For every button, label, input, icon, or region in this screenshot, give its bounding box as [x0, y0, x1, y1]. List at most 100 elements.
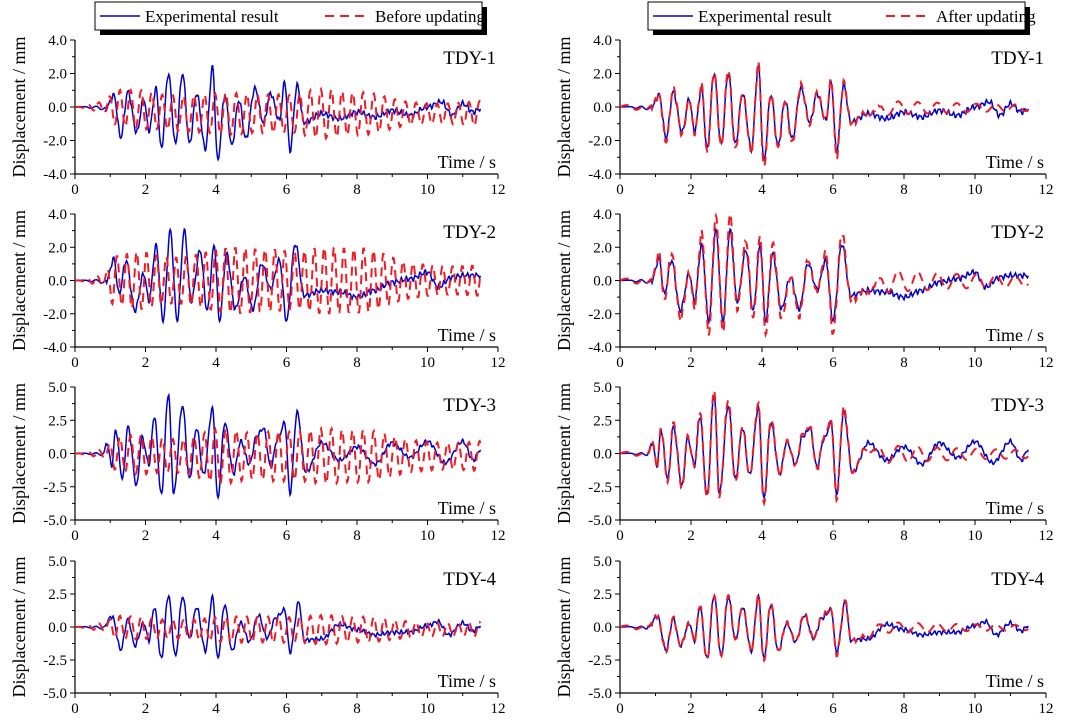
y-tick-label: -4.0 — [588, 167, 612, 183]
y-tick-label: 0.0 — [593, 274, 612, 290]
series-experimental-result — [620, 593, 1029, 660]
legend: Experimental result Before updating — [94, 1, 487, 35]
panel-tdy-2: 4.0 2.0 0.0 -2.0 -4.00 2 4 6 8 10 12 Displacement /… — [554, 207, 1054, 371]
legend-frame — [94, 1, 483, 31]
x-tick-label: 4 — [212, 182, 220, 198]
legend-label-model: After updating — [936, 7, 1036, 26]
x-tick-label: 12 — [491, 528, 506, 544]
x-tick-label: 0 — [71, 355, 79, 371]
y-tick-label: -5.0 — [43, 513, 67, 529]
y-tick-label: 2.0 — [593, 240, 612, 256]
series-before-updating — [75, 86, 482, 141]
x-axis-label: Time / s — [438, 325, 496, 345]
x-axis-label: Time / s — [986, 325, 1044, 345]
x-tick-label: 8 — [900, 528, 908, 544]
x-tick-label: 2 — [142, 528, 150, 544]
y-tick-label: 5.0 — [48, 380, 67, 396]
panel-title: TDY-2 — [443, 222, 496, 243]
y-axis-label: Displacement / mm — [9, 557, 29, 698]
x-tick-label: 4 — [758, 701, 766, 717]
panel-tdy-2: 4.0 2.0 0.0 -2.0 -4.00 2 4 6 8 10 12 Displacement /… — [9, 207, 506, 371]
x-tick-label: 8 — [900, 701, 908, 717]
x-tick-label: 12 — [1039, 182, 1054, 198]
x-tick-label: 8 — [900, 182, 908, 198]
panel-tdy-1: 4.0 2.0 0.0 -2.0 -4.00 2 4 6 8 10 12 Displacement /… — [554, 33, 1054, 198]
x-tick-label: 10 — [968, 355, 983, 371]
y-tick-label: -2.5 — [588, 480, 612, 496]
y-tick-label: -2.5 — [588, 653, 612, 669]
y-tick-label: -5.0 — [43, 686, 67, 702]
x-tick-label: 4 — [758, 355, 766, 371]
y-axis-label: Displacement / mm — [554, 557, 574, 698]
y-tick-label: 5.0 — [48, 554, 67, 570]
y-tick-label: -2.5 — [43, 653, 67, 669]
y-tick-label: 4.0 — [48, 207, 67, 223]
x-axis-label: Time / s — [438, 152, 496, 172]
x-tick-label: 10 — [420, 355, 435, 371]
x-tick-label: 4 — [212, 355, 220, 371]
y-tick-label: 2.0 — [48, 67, 67, 83]
panel-title: TDY-2 — [991, 222, 1044, 243]
x-tick-label: 2 — [142, 701, 150, 717]
x-tick-label: 10 — [420, 182, 435, 198]
x-tick-label: 4 — [758, 528, 766, 544]
x-tick-label: 0 — [71, 701, 79, 717]
x-tick-label: 0 — [616, 701, 624, 717]
x-tick-label: 6 — [829, 528, 837, 544]
x-tick-label: 4 — [212, 528, 220, 544]
x-axis-label: Time / s — [438, 498, 496, 518]
y-tick-label: 0.0 — [48, 274, 67, 290]
y-tick-label: 0.0 — [593, 620, 612, 636]
y-tick-label: 5.0 — [593, 554, 612, 570]
x-tick-label: 10 — [968, 528, 983, 544]
y-axis-label: Displacement / mm — [9, 210, 29, 351]
x-tick-label: 0 — [616, 528, 624, 544]
x-axis-label: Time / s — [986, 498, 1044, 518]
y-axis-label: Displacement / mm — [9, 37, 29, 178]
legend: Experimental result After updating — [647, 1, 1036, 35]
chart-column-right: Experimental result After updating 4.0 2.0 0… — [554, 1, 1054, 717]
y-tick-label: 2.5 — [48, 413, 67, 429]
x-tick-label: 2 — [687, 182, 695, 198]
x-tick-label: 6 — [283, 528, 291, 544]
y-tick-label: -5.0 — [588, 686, 612, 702]
series-before-updating — [75, 246, 482, 315]
x-tick-label: 8 — [900, 355, 908, 371]
panel-tdy-4: 5.0 2.5 0.0 -2.5 -5.00 2 4 6 8 10 12 Displacement /… — [554, 554, 1054, 717]
y-tick-label: -4.0 — [43, 340, 67, 356]
y-axis-label: Displacement / mm — [554, 37, 574, 178]
legend-label-experimental: Experimental result — [145, 7, 279, 26]
x-tick-label: 8 — [353, 701, 361, 717]
y-tick-label: 4.0 — [593, 207, 612, 223]
x-axis-label: Time / s — [986, 671, 1044, 691]
y-tick-label: 0.0 — [48, 100, 67, 116]
x-tick-label: 10 — [420, 528, 435, 544]
x-tick-label: 2 — [687, 528, 695, 544]
y-tick-label: -5.0 — [588, 513, 612, 529]
y-tick-label: 2.0 — [48, 240, 67, 256]
legend-label-experimental: Experimental result — [698, 7, 832, 26]
y-tick-label: 0.0 — [48, 447, 67, 463]
series-after-updating — [619, 212, 1029, 339]
x-tick-label: 6 — [283, 182, 291, 198]
x-tick-label: 10 — [420, 701, 435, 717]
panel-title: TDY-3 — [991, 395, 1044, 416]
x-axis-label: Time / s — [438, 671, 496, 691]
panel-title: TDY-4 — [443, 569, 496, 590]
x-tick-label: 8 — [353, 182, 361, 198]
y-tick-label: 4.0 — [48, 33, 67, 49]
y-axis-label: Displacement / mm — [9, 383, 29, 524]
x-tick-label: 6 — [829, 182, 837, 198]
y-tick-label: 2.0 — [593, 67, 612, 83]
panel-title: TDY-1 — [443, 48, 496, 69]
y-tick-label: 0.0 — [593, 100, 612, 116]
x-tick-label: 4 — [758, 182, 766, 198]
series-experimental-result — [620, 227, 1029, 325]
series-after-updating — [619, 61, 1029, 170]
x-tick-label: 12 — [1039, 355, 1054, 371]
y-tick-label: 4.0 — [593, 33, 612, 49]
y-tick-label: -2.0 — [588, 307, 612, 323]
series-before-updating — [75, 425, 482, 487]
panel-title: TDY-3 — [443, 395, 496, 416]
